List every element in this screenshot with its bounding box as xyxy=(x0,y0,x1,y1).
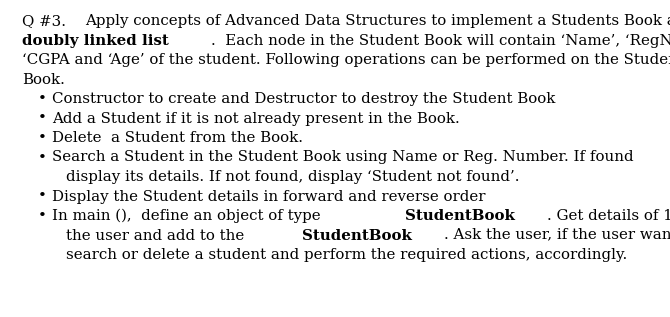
Text: Delete  a Student from the Book.: Delete a Student from the Book. xyxy=(52,131,303,145)
Text: . Get details of 10 student from: . Get details of 10 student from xyxy=(547,209,670,223)
Text: •: • xyxy=(38,112,47,126)
Text: .  Each node in the Student Book will contain ‘Name’, ‘RegNumber’,: . Each node in the Student Book will con… xyxy=(211,34,670,48)
Text: •: • xyxy=(38,92,47,106)
Text: Add a Student if it is not already present in the Book.: Add a Student if it is not already prese… xyxy=(52,112,460,126)
Text: Q #3.: Q #3. xyxy=(22,14,71,28)
Text: Constructor to create and Destructor to destroy the Student Book: Constructor to create and Destructor to … xyxy=(52,92,555,106)
Text: •: • xyxy=(38,209,47,223)
Text: In main (),  define an object of type: In main (), define an object of type xyxy=(52,209,326,223)
Text: doubly linked list: doubly linked list xyxy=(22,34,169,48)
Text: Book.: Book. xyxy=(22,73,65,87)
Text: Search a Student in the Student Book using Name or Reg. Number. If found: Search a Student in the Student Book usi… xyxy=(52,151,634,165)
Text: Apply concepts of Advanced Data Structures to implement a Students Book as a: Apply concepts of Advanced Data Structur… xyxy=(85,14,670,28)
Text: StudentBook: StudentBook xyxy=(405,209,515,223)
Text: search or delete a student and perform the required actions, accordingly.: search or delete a student and perform t… xyxy=(66,248,627,262)
Text: ‘CGPA and ‘Age’ of the student. Following operations can be performed on the Stu: ‘CGPA and ‘Age’ of the student. Followin… xyxy=(22,53,670,67)
Text: •: • xyxy=(38,151,47,165)
Text: Display the Student details in forward and reverse order: Display the Student details in forward a… xyxy=(52,190,486,204)
Text: the user and add to the: the user and add to the xyxy=(66,229,249,243)
Text: display its details. If not found, display ‘Student not found’.: display its details. If not found, displ… xyxy=(66,170,519,184)
Text: •: • xyxy=(38,190,47,204)
Text: . Ask the user, if the user wants to display,: . Ask the user, if the user wants to dis… xyxy=(444,229,670,243)
Text: •: • xyxy=(38,131,47,145)
Text: StudentBook: StudentBook xyxy=(302,229,412,243)
